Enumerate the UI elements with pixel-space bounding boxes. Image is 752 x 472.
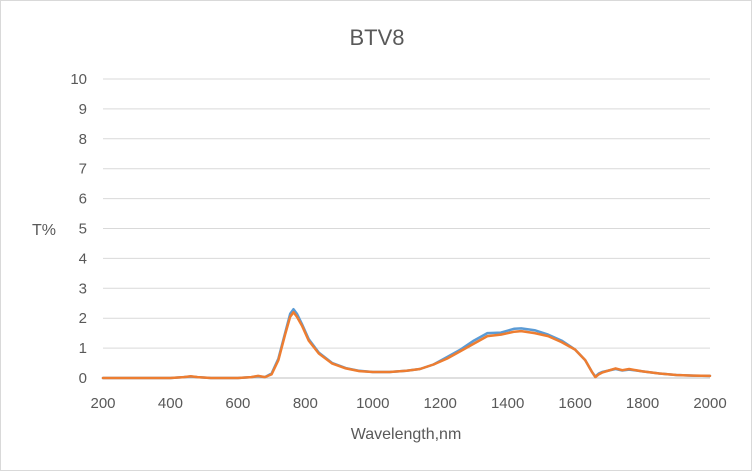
x-tick-label: 200 — [90, 395, 115, 412]
series-line-1 — [101, 307, 712, 380]
y-axis-title: T% — [32, 222, 56, 239]
y-tick-label: 4 — [79, 250, 87, 267]
x-tick-label: 1000 — [356, 395, 389, 412]
series-line-2 — [101, 310, 712, 380]
y-tick-label: 1 — [79, 340, 87, 357]
y-tick-label: 9 — [79, 101, 87, 118]
x-tick-label: 1400 — [491, 395, 524, 412]
y-tick-labels: 0 1 2 3 4 5 6 7 8 9 10 — [70, 71, 87, 387]
x-tick-label: 2000 — [693, 395, 726, 412]
x-tick-labels: 200 400 600 800 1000 1200 1400 1600 1800 2000 — [90, 395, 726, 412]
y-tick-label: 6 — [79, 191, 87, 208]
y-tick-label: 7 — [79, 161, 87, 178]
x-axis-title: Wavelength,nm — [351, 426, 462, 443]
gridlines — [103, 78, 710, 379]
chart-title: BTV8 — [349, 25, 404, 50]
x-tick-label: 1600 — [558, 395, 591, 412]
y-tick-label: 10 — [70, 71, 87, 88]
y-tick-label: 2 — [79, 310, 87, 327]
x-tick-label: 1800 — [626, 395, 659, 412]
x-tick-label: 1200 — [424, 395, 457, 412]
y-tick-label: 0 — [79, 370, 87, 387]
x-tick-label: 600 — [225, 395, 250, 412]
y-tick-label: 3 — [79, 280, 87, 297]
y-tick-label: 8 — [79, 131, 87, 148]
x-tick-label: 400 — [158, 395, 183, 412]
x-tick-label: 800 — [293, 395, 318, 412]
series-lines — [101, 307, 712, 380]
y-tick-label: 5 — [79, 221, 87, 238]
